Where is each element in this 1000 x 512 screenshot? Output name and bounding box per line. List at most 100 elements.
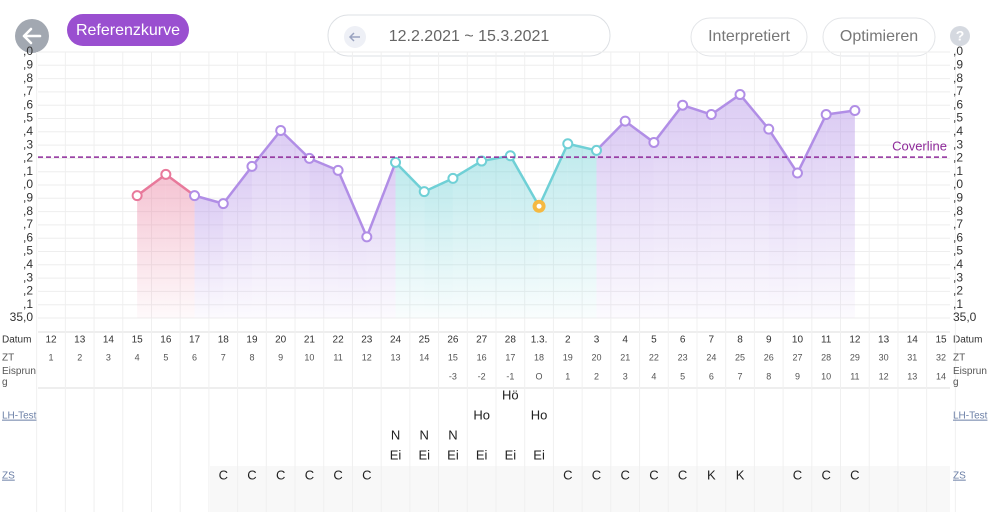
row-cell: C	[333, 467, 342, 482]
row-cell: 12	[362, 352, 372, 362]
line-segment	[652, 104, 684, 144]
row-cell: Ho	[473, 407, 490, 422]
row-cell: 24	[706, 352, 716, 362]
y2-tick-label: ,7	[953, 217, 963, 231]
row-label[interactable]: LH-Test	[953, 411, 988, 422]
line-segment	[624, 120, 655, 144]
row-cell: C	[247, 467, 256, 482]
row-cell: 21	[620, 352, 630, 362]
row-cell: Ei	[505, 447, 517, 462]
area-segment	[826, 110, 855, 319]
x-tick-label: 15	[935, 335, 947, 346]
x-tick-label: 7	[709, 335, 715, 346]
date-range-box[interactable]	[327, 14, 611, 57]
row-cell: 6	[192, 352, 197, 362]
button[interactable]	[690, 17, 808, 57]
line-segment	[739, 93, 770, 130]
y2-tick-label: ,1	[953, 164, 963, 178]
row-cell: C	[621, 467, 630, 482]
x-tick-label: 21	[304, 335, 316, 346]
row-cell: 25	[735, 352, 745, 362]
row-cell: N	[391, 427, 400, 442]
y-tick-label: ,5	[23, 244, 33, 258]
title-pill[interactable]	[67, 14, 189, 46]
row-cell: 6	[709, 371, 714, 381]
row-cell: C	[850, 467, 859, 482]
point	[390, 156, 402, 168]
row-cell: 10	[304, 352, 314, 362]
row-cell: C	[305, 467, 314, 482]
line-segment	[250, 129, 282, 168]
y2-tick-label: ,4	[953, 124, 963, 138]
y-tick-label: ,0	[23, 177, 33, 191]
row-cell: 9	[795, 371, 800, 381]
area-segment	[366, 162, 396, 318]
point	[677, 99, 689, 111]
x-tick-label: 6	[680, 335, 686, 346]
y2-tick-label: ,8	[953, 71, 963, 85]
help-text: ?	[956, 28, 965, 44]
row-cell: 31	[907, 352, 917, 362]
point	[820, 109, 832, 121]
row-cell: 14	[419, 352, 429, 362]
row-label[interactable]: LH-Test	[2, 411, 37, 422]
y-tick-label: ,6	[23, 97, 33, 111]
area-segment	[424, 178, 453, 318]
row-cell: C	[563, 467, 572, 482]
y2-tick-label: ,6	[953, 230, 963, 244]
x-tick-label: 23	[361, 335, 373, 346]
y2-tick-label: ,0	[953, 177, 963, 191]
button-label: Interpretiert	[708, 28, 790, 45]
area-segment	[309, 158, 339, 318]
x-tick-label: 22	[333, 335, 345, 346]
y-tick-label: ,7	[23, 84, 33, 98]
help-icon[interactable]	[950, 26, 970, 46]
row-cell: Ei	[390, 447, 402, 462]
row-cell: C	[793, 467, 802, 482]
row-label: ZT	[2, 353, 14, 364]
point	[705, 109, 717, 121]
row-cell: -1	[506, 371, 514, 381]
area-segment	[596, 121, 626, 318]
row-cell: Ei	[476, 447, 488, 462]
row-cell: Hö	[502, 387, 519, 402]
y-tick-label: ,4	[23, 124, 33, 138]
y2-tick-label: ,2	[953, 151, 963, 165]
date-icon-arrow	[348, 32, 360, 42]
point	[791, 167, 803, 179]
x-tick-label: 8	[737, 335, 743, 346]
row-cell: O	[536, 371, 543, 381]
x-tick-label: 28	[505, 335, 517, 346]
point	[361, 231, 373, 243]
y2-tick-label: ,0	[953, 44, 963, 58]
y-tick-label: ,2	[23, 151, 33, 165]
x-tick-label: 26	[447, 335, 459, 346]
point	[217, 198, 229, 210]
y2-tick-label: 35,0	[953, 310, 977, 324]
line-segment	[767, 128, 799, 174]
button[interactable]	[822, 17, 936, 57]
row-label[interactable]: ZS	[953, 471, 966, 482]
area-segment	[280, 130, 310, 318]
row-cell: C	[821, 467, 830, 482]
row-cell: 8	[766, 371, 771, 381]
y2-tick-label: ,9	[953, 57, 963, 71]
row-cell: 3	[623, 371, 628, 381]
row-label[interactable]: ZS	[2, 471, 15, 482]
row-cell: 7	[221, 352, 226, 362]
row-cell: 13	[391, 352, 401, 362]
row-cell: 23	[678, 352, 688, 362]
ovulation-center	[536, 203, 542, 209]
point	[648, 136, 660, 148]
row-cell: 4	[651, 371, 656, 381]
y2-tick-label: ,9	[953, 190, 963, 204]
point	[131, 190, 143, 202]
x-tick-label: 3	[594, 335, 600, 346]
y-tick-label: ,8	[23, 204, 33, 218]
y-tick-label: ,3	[23, 137, 33, 151]
y2-tick-label: ,1	[953, 297, 963, 311]
row-cell: -2	[478, 371, 486, 381]
point	[332, 164, 344, 176]
row-cell: C	[219, 467, 228, 482]
